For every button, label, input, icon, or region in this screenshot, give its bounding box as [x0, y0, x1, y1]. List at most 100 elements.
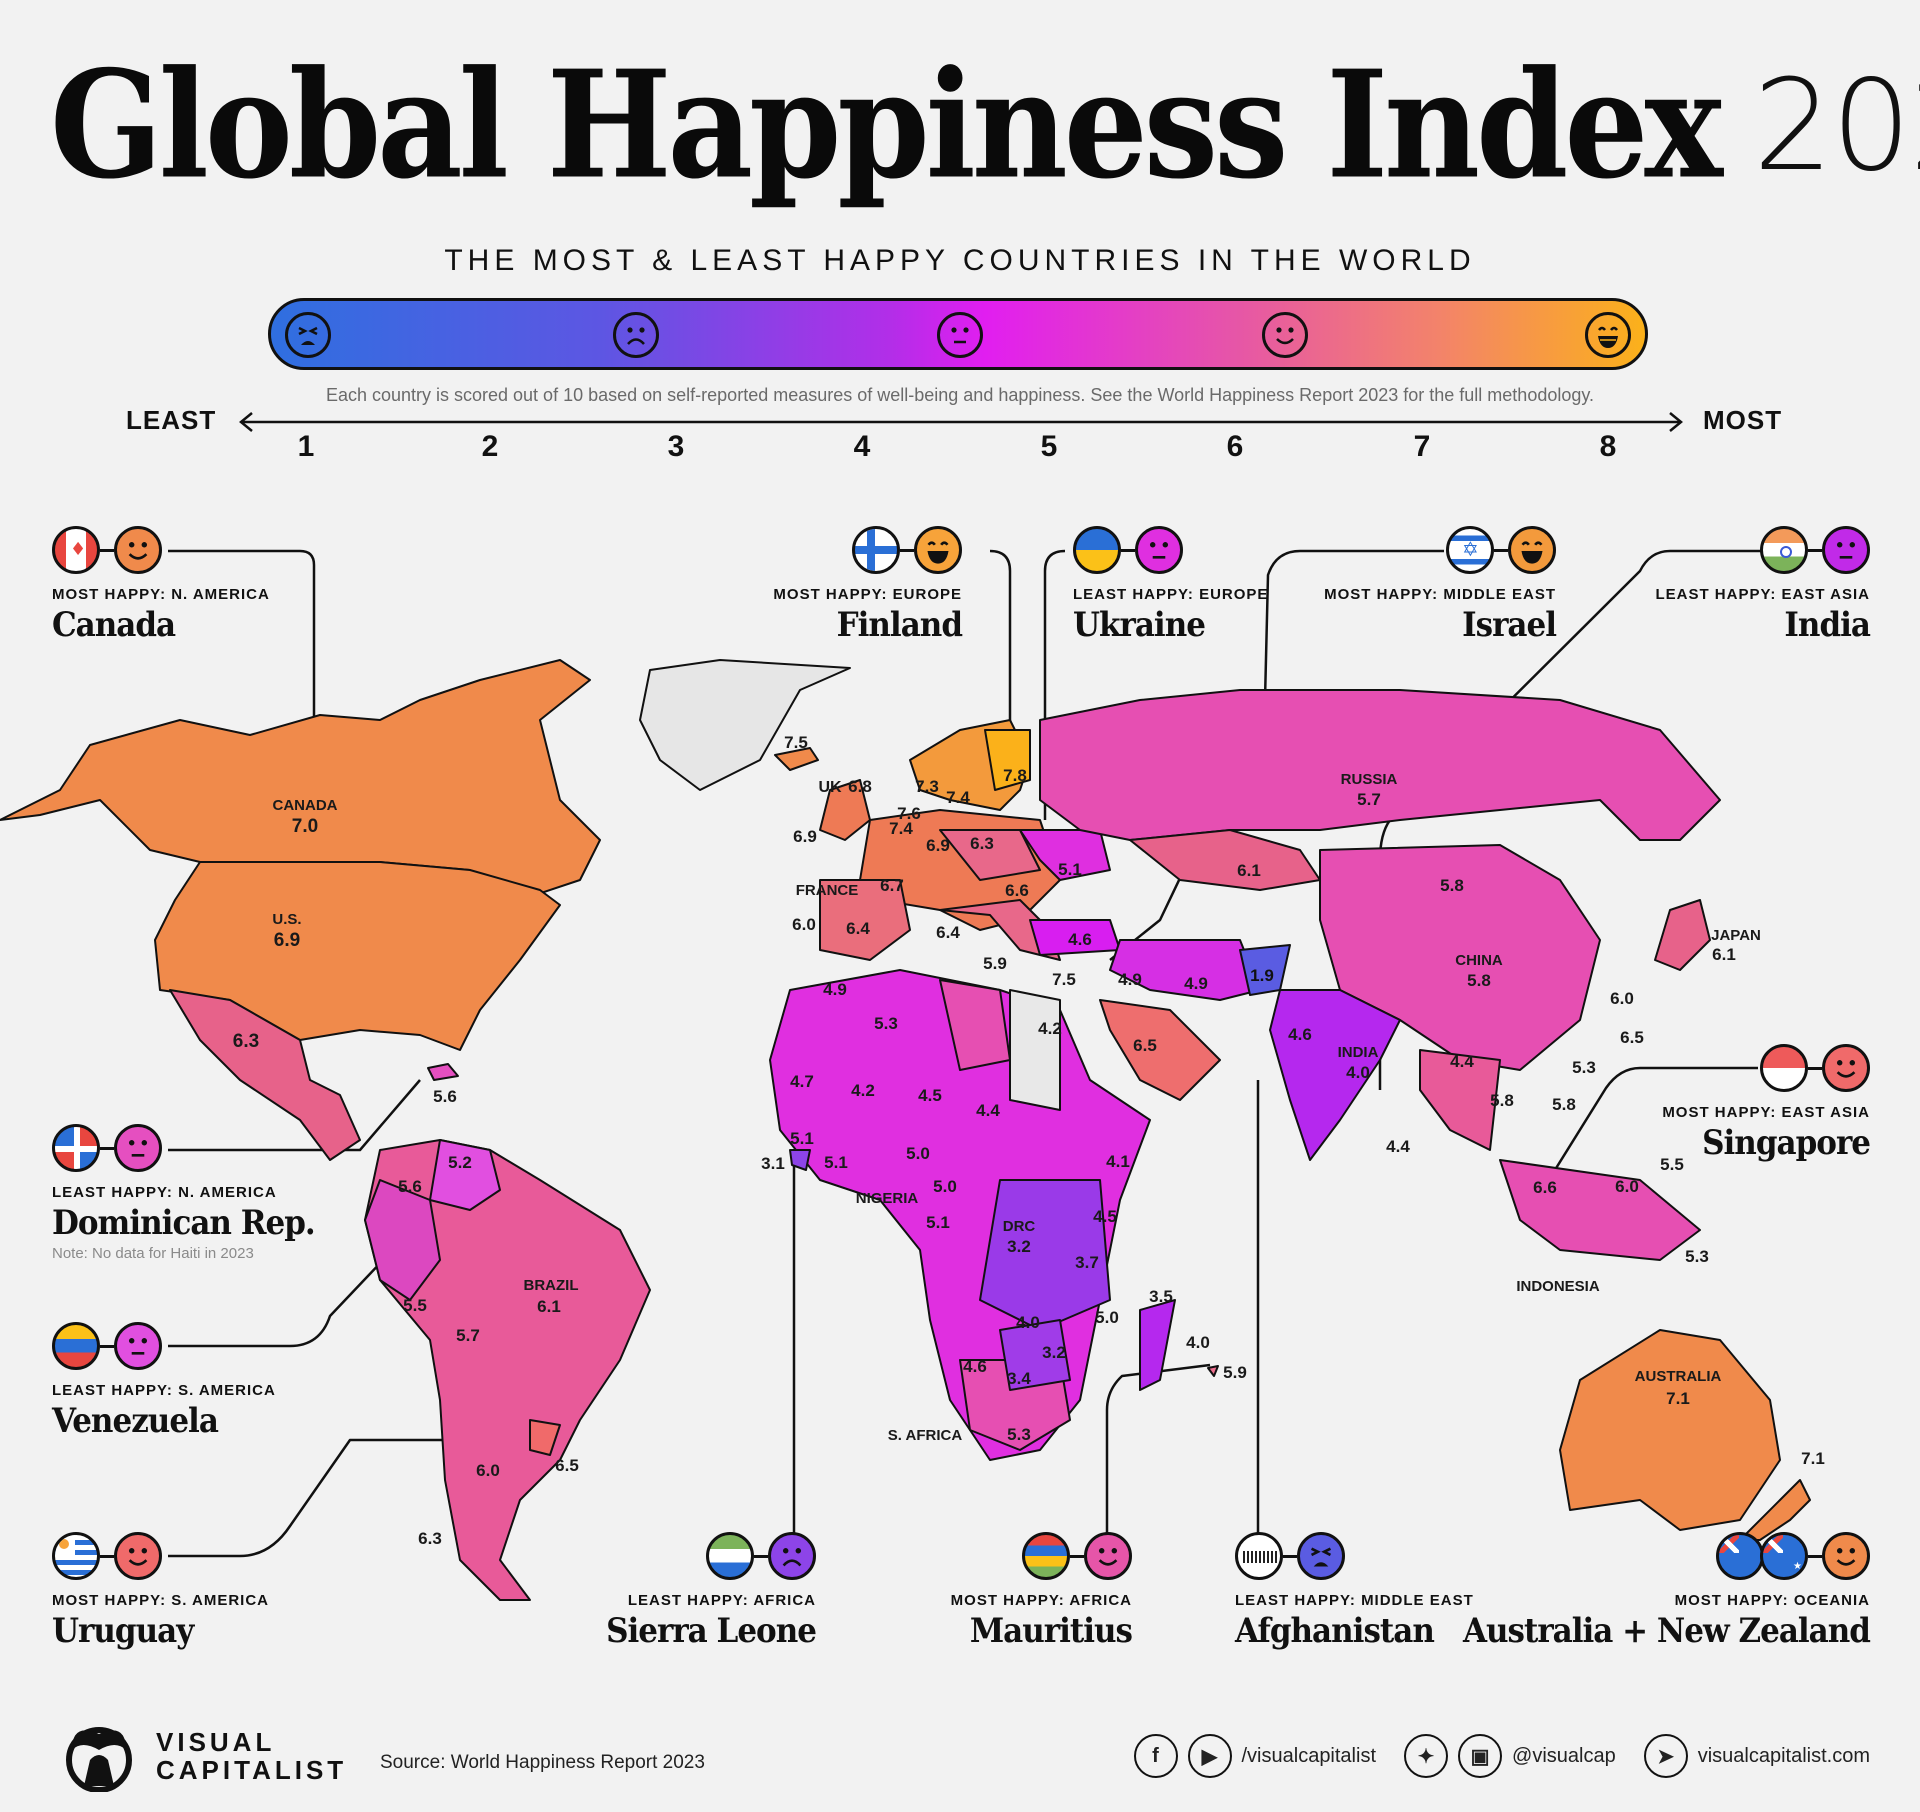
svg-text:6.6: 6.6 — [1533, 1178, 1557, 1197]
svg-text:7.1: 7.1 — [1666, 1389, 1690, 1408]
svg-text:UK: UK — [818, 779, 842, 796]
singapore-flag-icon — [1760, 1044, 1808, 1092]
drc-region — [979, 1179, 1111, 1331]
social-links: f ▶ /visualcapitalist ✦ ▣ @visualcap ➤ v… — [1133, 1734, 1870, 1778]
svg-text:7.6: 7.6 — [897, 804, 921, 823]
neutral-face-icon — [1135, 526, 1183, 574]
svg-text:6.5: 6.5 — [1620, 1028, 1644, 1047]
angry-face-icon — [285, 312, 331, 358]
mexico-region — [169, 989, 361, 1161]
website-link[interactable]: visualcapitalist.com — [1697, 1744, 1870, 1767]
svg-text:5.8: 5.8 — [1440, 876, 1464, 895]
svg-text:4.6: 4.6 — [1288, 1025, 1312, 1044]
svg-text:NIGERIA: NIGERIA — [856, 1190, 919, 1207]
russia-region — [1039, 689, 1721, 841]
andes-region — [364, 1179, 441, 1301]
neutral-face-icon — [114, 1124, 162, 1172]
japan-region — [1654, 899, 1711, 971]
canada-region — [0, 659, 601, 901]
svg-text:5.0: 5.0 — [906, 1144, 930, 1163]
svg-text:5.9: 5.9 — [1223, 1363, 1247, 1382]
svg-text:3.7: 3.7 — [1075, 1253, 1099, 1272]
facebook-icon[interactable]: f — [1133, 1734, 1178, 1778]
indonesia-region — [1499, 1159, 1701, 1261]
svg-text:5.1: 5.1 — [790, 1129, 814, 1148]
svg-text:5.0: 5.0 — [933, 1177, 957, 1196]
svg-text:5.3: 5.3 — [1685, 1247, 1709, 1266]
callout-oceania: ★ MOST HAPPY: OCEANIA Australia + New Ze… — [1463, 1532, 1871, 1651]
iceland-region — [774, 747, 819, 771]
venezuela-region — [429, 1139, 501, 1211]
uruguay-region — [529, 1419, 561, 1456]
australia-flag-icon: ★ — [1760, 1532, 1808, 1580]
svg-text:7.0: 7.0 — [292, 816, 318, 837]
india-flag-icon — [1760, 526, 1808, 574]
callout-connectors — [168, 549, 1780, 1558]
svg-text:6.5: 6.5 — [1133, 1036, 1157, 1055]
svg-text:U.S.: U.S. — [272, 911, 301, 928]
svg-text:5.6: 5.6 — [398, 1177, 422, 1196]
svg-text:5.8: 5.8 — [1490, 1091, 1514, 1110]
svg-text:4.1: 4.1 — [1106, 1152, 1130, 1171]
neutral-face-icon — [114, 1322, 162, 1370]
afghanistan-flag-icon — [1235, 1532, 1283, 1580]
youtube-icon[interactable]: ▶ — [1187, 1734, 1232, 1778]
svg-text:6.9: 6.9 — [274, 930, 300, 951]
svg-text:3.5: 3.5 — [1149, 1287, 1173, 1306]
iberia-region — [819, 879, 911, 961]
title-year: 2023 — [1753, 51, 1920, 199]
svg-text:4.5: 4.5 — [1093, 1207, 1117, 1226]
svg-text:6.1: 6.1 — [537, 1297, 561, 1316]
uruguay-flag-icon — [52, 1532, 100, 1580]
dominican-flag-icon — [52, 1124, 100, 1172]
svg-text:1.9: 1.9 — [1250, 966, 1274, 985]
svg-text:3.2: 3.2 — [1042, 1343, 1066, 1362]
svg-text:5.3: 5.3 — [1572, 1058, 1596, 1077]
twitter-icon[interactable]: ✦ — [1404, 1734, 1449, 1778]
libya-region — [1009, 989, 1061, 1111]
svg-text:5.3: 5.3 — [1007, 1425, 1031, 1444]
instagram-icon[interactable]: ▣ — [1458, 1734, 1503, 1778]
svg-text:7.5: 7.5 — [1052, 970, 1076, 989]
svg-text:4.6: 4.6 — [963, 1357, 987, 1376]
callout-india: LEAST HAPPY: EAST ASIA India — [1655, 526, 1871, 645]
italy-balkans-region — [939, 899, 1061, 961]
callout-singapore: MOST HAPPY: EAST ASIA Singapore — [1662, 1044, 1871, 1163]
facebook-youtube-handle[interactable]: /visualcapitalist — [1241, 1744, 1377, 1767]
svg-text:5.7: 5.7 — [456, 1326, 480, 1345]
saudi-region — [1099, 999, 1221, 1101]
angry-face-icon — [1297, 1532, 1345, 1580]
finland-region — [984, 729, 1031, 791]
svg-text:5.2: 5.2 — [448, 1153, 472, 1172]
cursor-icon[interactable]: ➤ — [1643, 1734, 1688, 1778]
svg-text:5.8: 5.8 — [1552, 1095, 1576, 1114]
subtitle: THE MOST & LEAST HAPPY COUNTRIES IN THE … — [444, 244, 1476, 277]
callout-sierra-leone: LEAST HAPPY: AFRICA Sierra Leone — [606, 1532, 817, 1651]
central-asia-region — [1129, 829, 1321, 891]
sad-face-icon — [613, 312, 659, 358]
twitter-instagram-handle[interactable]: @visualcap — [1512, 1744, 1616, 1767]
smile-face-icon — [1084, 1532, 1132, 1580]
svg-text:3.4: 3.4 — [1007, 1369, 1031, 1388]
svg-text:6.0: 6.0 — [1610, 989, 1634, 1008]
svg-text:FRANCE: FRANCE — [796, 882, 859, 899]
svg-text:5.3: 5.3 — [874, 1014, 898, 1033]
svg-text:7.8: 7.8 — [1003, 766, 1027, 785]
callout-finland: MOST HAPPY: EUROPE Finland — [773, 526, 963, 645]
finland-flag-icon — [852, 526, 900, 574]
scale-arrow — [239, 412, 1683, 432]
svg-text:S. AFRICA: S. AFRICA — [888, 1427, 963, 1444]
grin-face-icon — [914, 526, 962, 574]
title-main: Global Happiness Index — [50, 38, 1723, 212]
svg-text:4.9: 4.9 — [1184, 974, 1208, 993]
svg-text:6.3: 6.3 — [233, 1031, 259, 1052]
callout-ukraine: LEAST HAPPY: EUROPE Ukraine — [1073, 526, 1268, 645]
svg-text:4.6: 4.6 — [1068, 930, 1092, 949]
least-label: LEAST — [126, 405, 217, 435]
smile-face-icon — [114, 1532, 162, 1580]
callout-mauritius: MOST HAPPY: AFRICA Mauritius — [951, 1532, 1133, 1651]
canada-flag-icon: ♦ — [52, 526, 100, 574]
svg-text:4.7: 4.7 — [790, 1072, 814, 1091]
svg-text:4.4: 4.4 — [976, 1101, 1000, 1120]
svg-text:5.8: 5.8 — [1467, 971, 1491, 990]
